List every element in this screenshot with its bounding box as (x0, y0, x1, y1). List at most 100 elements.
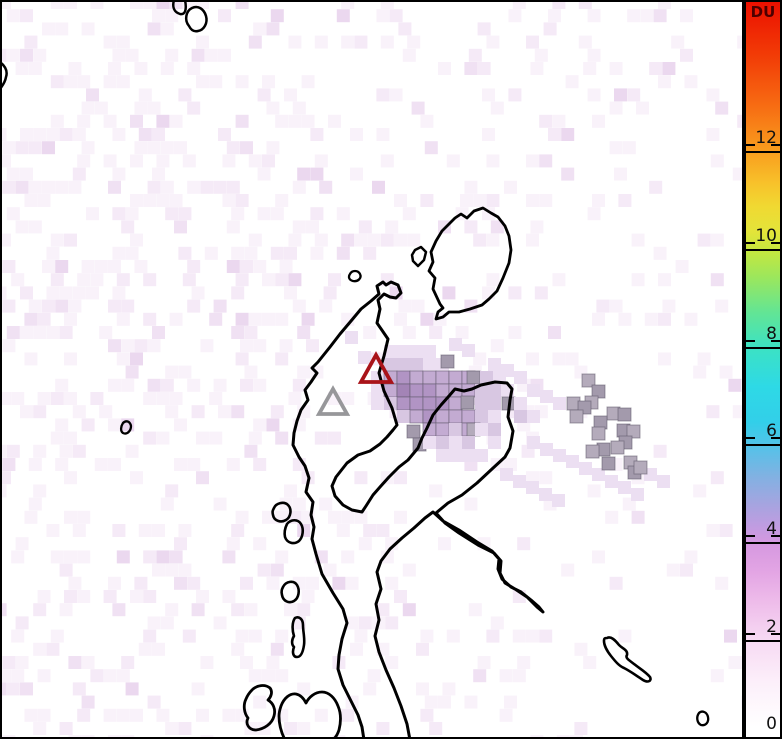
noise-cell (64, 590, 77, 603)
colorbar-boundary-line (746, 542, 780, 544)
noise-cell (20, 405, 33, 419)
noise-cell (169, 312, 183, 326)
noise-cell (196, 35, 209, 49)
noise-cell (578, 35, 592, 49)
noise-cell (275, 629, 289, 643)
noise-cell (376, 9, 390, 23)
noise-cell (116, 352, 130, 366)
noise-cell (526, 629, 539, 643)
noise-cell (728, 378, 742, 392)
colorbar-tick-left (746, 633, 755, 635)
noise-cell (134, 62, 148, 75)
noise-cell (253, 22, 267, 36)
so2-cell-main (475, 449, 488, 462)
so2-cell-main (409, 396, 424, 411)
noise-cell (218, 9, 231, 23)
noise-cell (226, 180, 240, 194)
noise-cell (169, 392, 183, 405)
noise-cell (671, 35, 685, 49)
colorbar-tick-right (771, 535, 780, 537)
noise-cell (112, 167, 126, 181)
noise-cell (429, 484, 443, 498)
noise-cell (314, 431, 328, 445)
noise-cell (728, 656, 742, 669)
noise-cell (2, 260, 16, 273)
noise-cell (253, 537, 267, 551)
so2-cell-halo (462, 344, 475, 357)
noise-cell (130, 352, 143, 366)
noise-cell (420, 312, 434, 326)
noise-cell (614, 167, 627, 181)
noise-cell (196, 431, 209, 445)
noise-cell (618, 194, 632, 207)
noise-cell (710, 233, 724, 247)
noise-cell (270, 563, 284, 577)
so2-cell-halo (657, 475, 670, 488)
so2-cell-main (460, 395, 475, 410)
noise-cell (394, 471, 407, 485)
so2-cell-east (601, 456, 616, 471)
noise-cell (108, 576, 121, 590)
noise-cell (103, 669, 117, 683)
noise-cell (684, 75, 698, 89)
noise-cell (592, 312, 605, 326)
noise-cell (292, 180, 306, 194)
so2-cell-main (488, 436, 501, 449)
noise-cell (143, 629, 157, 643)
noise-cell (402, 207, 416, 221)
noise-cell (609, 576, 623, 590)
so2-cell-main (422, 396, 437, 411)
noise-cell (420, 708, 434, 722)
so2-cell-halo (631, 488, 644, 501)
noise-cell (319, 180, 333, 194)
noise-cell (81, 418, 95, 432)
noise-cell (288, 35, 302, 49)
noise-cell (706, 128, 720, 141)
map-frame (0, 0, 744, 739)
colorbar-tick-left (746, 340, 755, 342)
noise-cell (543, 22, 557, 36)
noise-cell (103, 35, 117, 49)
colorbar-tick-label: 0 (766, 714, 777, 734)
noise-cell (477, 656, 491, 669)
noise-cell (526, 352, 539, 366)
so2-cell-halo (358, 351, 371, 364)
noise-cell (2, 141, 16, 155)
noise-cell (187, 378, 201, 392)
so2-cell-halo (514, 371, 527, 384)
noise-cell (539, 154, 553, 168)
noise-cell (160, 22, 174, 36)
noise-cell (0, 484, 7, 498)
noise-cell (187, 62, 201, 75)
noise-cell (182, 629, 196, 643)
noise-cell (235, 629, 249, 643)
so2-cell-east (626, 424, 641, 439)
noise-cell (156, 708, 170, 722)
noise-cell (253, 339, 267, 353)
noise-cell (187, 458, 201, 471)
noise-cell (6, 9, 20, 23)
noise-cell (213, 180, 227, 194)
noise-cell (187, 299, 201, 313)
noise-cell (253, 458, 267, 471)
noise-cell (438, 62, 451, 75)
noise-cell (64, 510, 77, 524)
noise-cell (341, 35, 355, 49)
noise-cell (46, 246, 60, 260)
noise-cell (561, 167, 575, 181)
noise-cell (160, 180, 174, 194)
noise-cell (11, 392, 25, 405)
noise-cell (539, 194, 553, 207)
noise-cell (592, 550, 605, 564)
noise-cell (209, 392, 223, 405)
noise-cell (81, 22, 95, 36)
noise-cell (116, 550, 130, 564)
noise-cell (156, 0, 170, 9)
noise-cell (152, 128, 165, 141)
so2-cell-main (527, 410, 540, 423)
noise-cell (622, 141, 636, 155)
noise-cell (416, 642, 429, 656)
noise-cell (134, 141, 148, 155)
noise-cell (627, 9, 641, 23)
noise-cell (508, 9, 522, 23)
